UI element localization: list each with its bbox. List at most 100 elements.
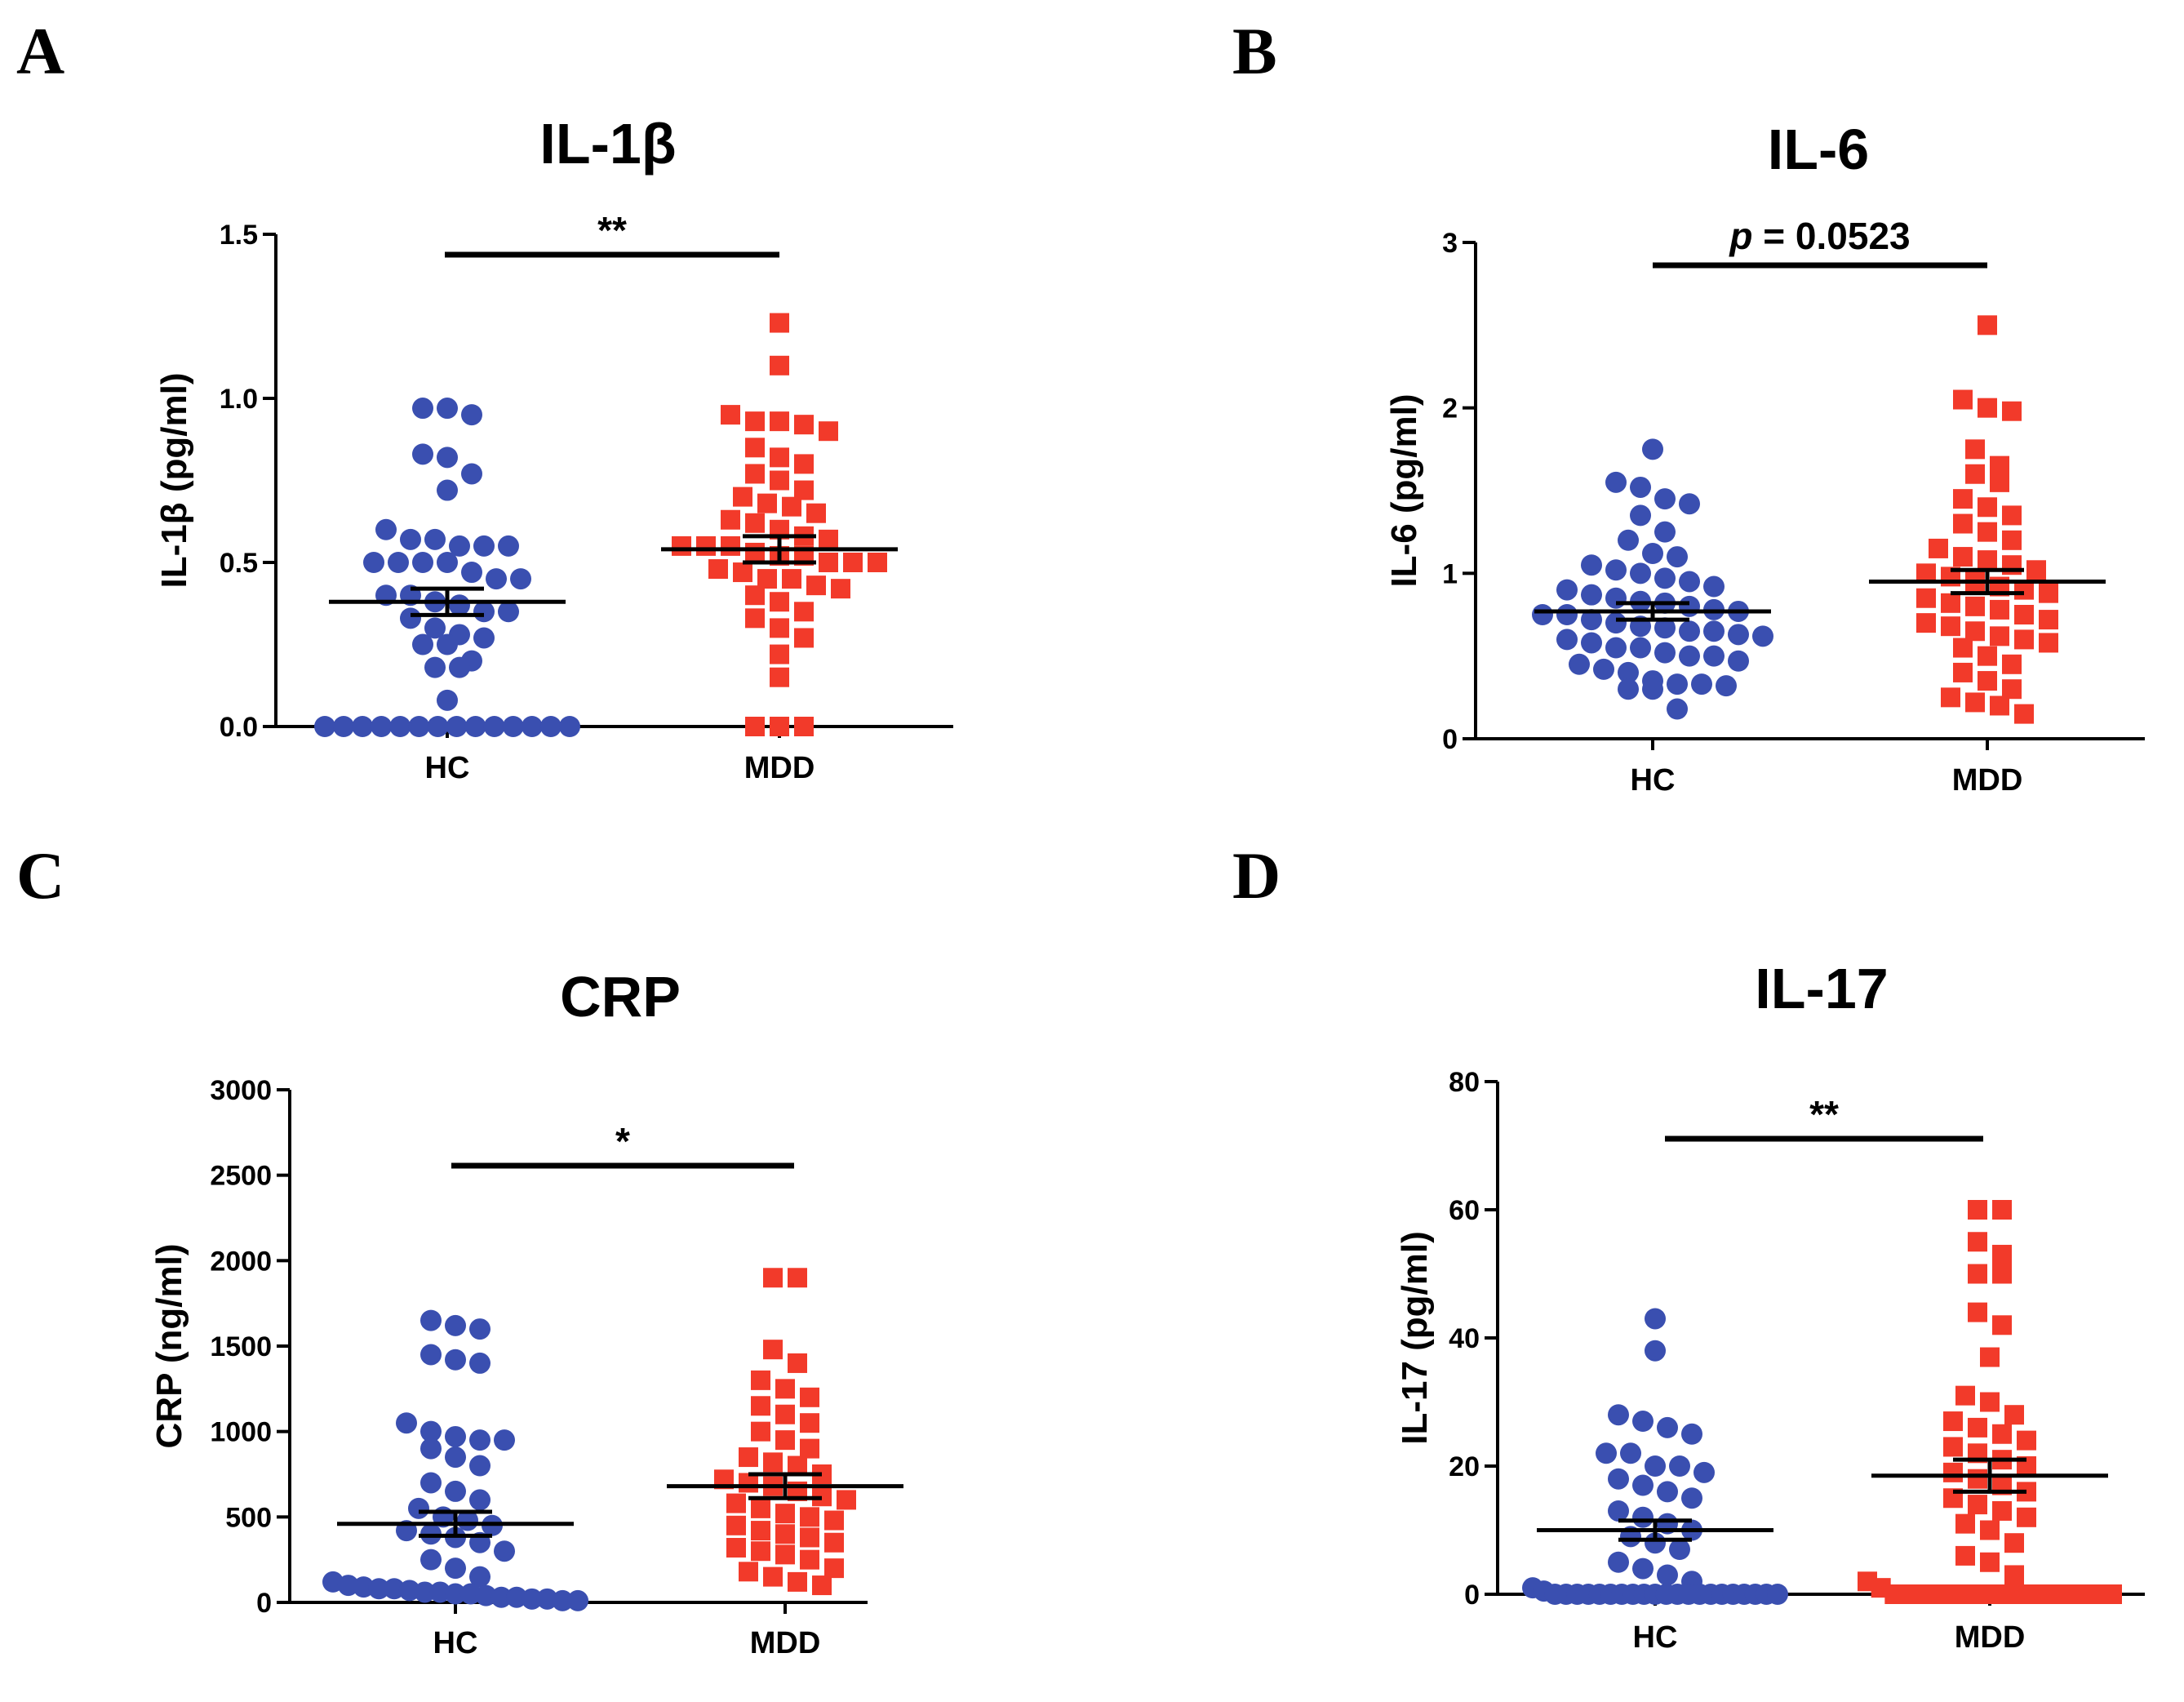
data-point-hc [1608,1551,1629,1573]
data-point-mdd [812,1575,832,1596]
data-point-mdd [1965,596,1985,616]
data-point-mdd [745,513,765,533]
data-point-hc [445,1480,466,1502]
data-point-mdd [831,579,850,599]
x-category-label: MDD [1952,763,2023,798]
data-point-mdd [721,405,740,425]
data-point-mdd [2102,1584,2122,1604]
data-point-hc [414,1581,436,1603]
data-point-mdd [1978,522,1997,542]
data-point-hc [1681,1423,1702,1445]
data-point-mdd [745,542,765,562]
data-point-mdd [2002,505,2022,526]
data-point-hc [337,1575,359,1597]
data-point-mdd [800,1527,819,1548]
data-point-hc [1679,645,1700,667]
data-point-mdd [2039,633,2058,653]
data-point-hc [1605,471,1627,493]
data-point-mdd [794,602,814,622]
data-point-hc [449,535,470,557]
data-point-hc [1581,632,1602,654]
data-point-hc [445,1558,466,1580]
data-point-mdd [763,1566,783,1587]
data-point-hc [1630,562,1651,584]
data-point-hc [1645,1532,1666,1554]
data-point-hc [398,1580,420,1602]
data-point-mdd [775,1504,795,1524]
data-point-mdd [1965,692,1985,713]
data-point-mdd [2017,1507,2036,1527]
data-point-mdd [739,1562,758,1582]
data-point-hc [473,535,495,557]
data-point-hc [494,1429,515,1451]
data-point-hc [1669,1539,1690,1561]
data-point-hc [429,1581,451,1603]
data-point-mdd [2014,704,2034,724]
data-point-mdd [806,575,826,596]
y-axis-label: IL-6 (pg/ml) [1384,393,1424,587]
data-point-hc [506,1586,527,1608]
data-point-hc [469,1455,491,1477]
chart-title: IL-6 [1768,118,1869,181]
x-category-label: HC [433,1626,478,1660]
y-tick-label: 2 [1442,393,1458,424]
data-point-mdd [1992,1500,2012,1521]
data-point-hc [1669,1455,1690,1477]
data-point-mdd [770,447,789,468]
data-point-hc [389,716,411,737]
data-point-mdd [1978,671,1997,691]
data-point-mdd [800,1413,819,1433]
data-point-hc [1703,645,1725,667]
data-point-mdd [1968,1495,1987,1515]
significance-label: ** [1809,1093,1839,1135]
data-point-mdd [2026,560,2046,580]
data-point-mdd [782,569,801,589]
data-point-hc [1642,438,1663,460]
data-point-mdd [788,1353,807,1373]
data-point-hc [1581,609,1602,631]
data-point-hc [314,716,335,737]
series-mdd [1858,1200,2122,1604]
data-point-hc [461,463,482,485]
data-point-mdd [757,493,777,513]
data-point-mdd [794,628,814,648]
data-point-hc [375,518,397,540]
data-point-hc [1679,571,1700,593]
data-point-mdd [1992,1200,2012,1220]
data-point-mdd [770,470,789,491]
data-point-hc [1645,1340,1666,1362]
data-point-hc [1630,637,1651,659]
data-point-mdd [770,667,789,687]
data-point-mdd [2004,1533,2024,1553]
panel-letter: B [1232,14,1277,88]
data-point-hc [412,633,433,655]
data-point-mdd [751,1541,770,1562]
data-point-hc [491,1586,513,1608]
data-point-mdd [1978,497,1997,518]
data-point-hc [1642,543,1663,565]
data-point-mdd [2004,1565,2024,1585]
data-point-hc [1654,567,1676,589]
data-point-mdd [745,608,765,629]
significance-label: * [615,1120,630,1162]
y-tick-label: 0 [256,1588,272,1619]
data-point-mdd [1953,489,1973,509]
data-point-hc [1752,625,1773,647]
series-mdd [661,313,898,736]
data-point-mdd [1968,1417,1987,1438]
data-point-mdd [2014,629,2034,650]
data-point-hc [1630,504,1651,527]
y-tick-label: 2500 [210,1161,272,1192]
series-hc [314,398,580,737]
data-point-hc [567,1589,588,1611]
data-point-hc [469,1318,491,1340]
data-point-mdd [1929,538,1948,558]
data-point-hc [388,552,409,573]
data-point-hc [459,1583,482,1605]
data-point-hc [1618,661,1639,683]
data-point-hc [510,568,531,590]
data-point-mdd [1980,1552,2000,1572]
data-point-mdd [1941,687,1960,708]
data-point-mdd [1943,1437,1963,1457]
significance-label: p = 0.0523 [1728,215,1910,257]
